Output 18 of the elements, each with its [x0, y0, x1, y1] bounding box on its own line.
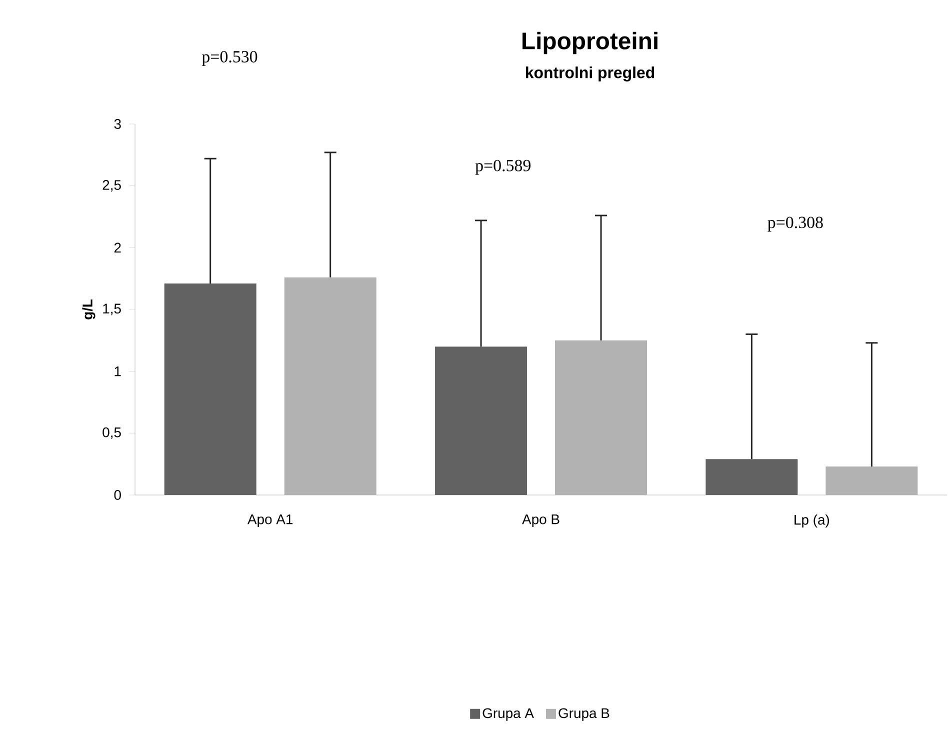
legend-label: Grupa B	[558, 708, 610, 721]
x-tick-label: Apo A1	[247, 514, 293, 527]
chart-title: Lipoproteini	[522, 32, 658, 54]
legend-label: Grupa A	[482, 708, 534, 721]
y-axis-title: g/L	[82, 299, 96, 320]
annotation: p=0.308	[768, 216, 823, 232]
y-tick-label: 1,5	[103, 304, 121, 316]
x-tick-label: Apo B	[522, 514, 560, 527]
y-tick-label: 0	[114, 490, 121, 500]
x-tick-label: Lp (a)	[794, 514, 830, 528]
y-tick-label: 2,5	[102, 180, 121, 192]
y-tick-label: 3	[114, 119, 121, 129]
chart-subtitle: kontrolni pregled	[526, 66, 654, 82]
y-tick-label: 2	[114, 242, 121, 253]
y-tick-label: 0,5	[102, 427, 121, 439]
annotation: p=0.589	[475, 160, 530, 175]
text: p=0.530	[202, 51, 258, 66]
y-tick-label: 1	[114, 366, 121, 376]
